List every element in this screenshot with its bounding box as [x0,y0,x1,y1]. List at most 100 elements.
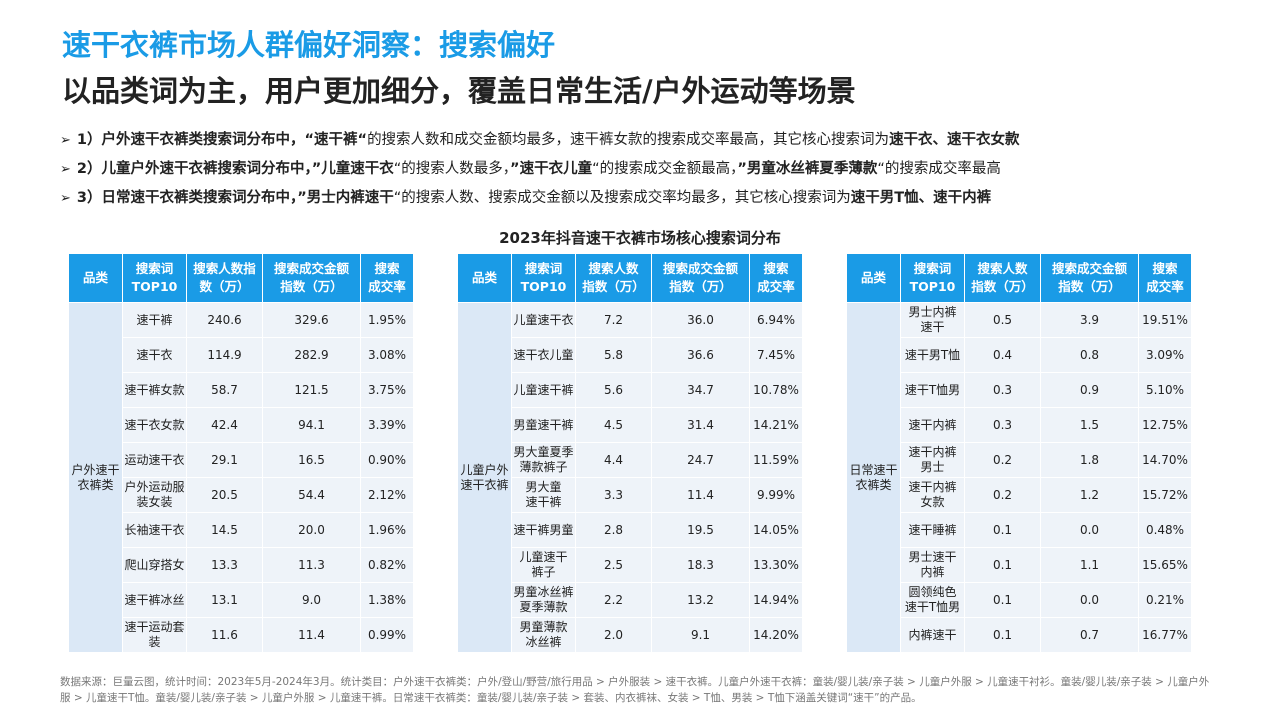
table-row: 速干裤男童 2.8 19.5 14.05% [458,512,803,548]
table-cell: 0.2 [964,442,1041,478]
table-row: 男大童夏季 薄款裤子 4.4 24.7 11.59% [458,442,803,478]
table-cell: 1.95% [360,302,414,338]
table-cell: 1.38% [360,582,414,618]
table-row: 男士速干 内裤 0.1 1.1 15.65% [847,547,1192,583]
table-cell: 4.4 [575,442,652,478]
table-row: 速干运动套 装 11.6 11.4 0.99% [69,617,414,653]
table-cell: 3.08% [360,337,414,373]
bullet-text: “的搜索人数、搜索成交金额以及搜索成交率均最多，其它核心搜索词为 [393,190,851,206]
table-cell: 31.4 [651,407,750,443]
table-cell: 儿童速干裤 [511,372,576,408]
table-cell: 2.5 [575,547,652,583]
header-cell: 品类 [846,253,901,303]
table-row: 男童速干裤 4.5 31.4 14.21% [458,407,803,443]
table-head: 品类 搜索词 TOP10 搜索人数指 数（万） 搜索成交金额 指数（万） 搜索 成交率 [68,253,414,303]
table-body: 户外速干 衣裤类 速干裤 240.6 329.6 1.95% 速干衣 114.9 282.9 3… [68,302,414,653]
table-cell: 2.12% [360,477,414,513]
data-table: 品类 搜索词 TOP10 搜索人数指 数（万） 搜索成交金额 指数（万） 搜索 成交率户… [68,253,414,653]
data-table: 品类 搜索词 TOP10 搜索人数 指数（万） 搜索成交金额 指数（万） 搜索 成交率日… [846,253,1192,653]
table-cell: 男大童 速干裤 [511,477,576,513]
table-cell: 13.3 [186,547,263,583]
table-cell: 0.21% [1138,582,1192,618]
header-cell: 搜索人数指 数（万） [186,253,263,303]
table-cell: 282.9 [262,337,361,373]
table-row: 儿童户外 速干衣裤 儿童速干衣 7.2 36.0 6.94% [457,302,803,653]
header-cell: 搜索成交金额 指数（万） [262,253,361,303]
bullet-text: “的搜索成交金额最高， [592,161,738,177]
table-cell: 男童薄款 冰丝裤 [511,617,576,653]
table-cell: 0.3 [964,407,1041,443]
header-cell: 搜索成交金额 指数（万） [1040,253,1139,303]
table-cell: 0.1 [964,617,1041,653]
table-cell: 速干男T恤 [900,337,965,373]
table-cell: 5.10% [1138,372,1192,408]
category-cell: 日常速干 衣裤类 [846,302,901,653]
table-cell: 3.9 [1040,302,1139,338]
table-row: 户外速干 衣裤类 速干裤 240.6 329.6 1.95% [68,302,414,653]
table-cell: 0.4 [964,337,1041,373]
table-row: 长袖速干衣 14.5 20.0 1.96% [69,512,414,548]
header-cell: 搜索人数 指数（万） [964,253,1041,303]
table-row: 速干衣儿童 5.8 36.6 7.45% [458,337,803,373]
subtitle: 以品类词为主，用户更加细分，覆盖日常生活/户外运动等场景 [62,74,856,108]
table-cell: 4.5 [575,407,652,443]
table-row: 速干裤女款 58.7 121.5 3.75% [69,372,414,408]
table-cell: 114.9 [186,337,263,373]
table-cell: 24.7 [651,442,750,478]
table-cell: 速干裤女款 [122,372,187,408]
table-cell: 16.77% [1138,617,1192,653]
table-cell: 3.3 [575,477,652,513]
table-cell: 7.45% [749,337,803,373]
bullet-text: 速干衣、速干衣女款 [889,132,1020,148]
bullet-text: 1）户外速干衣裤类搜索词分布中，“速干裤“ [76,132,368,148]
table-cell: 15.72% [1138,477,1192,513]
bullet-text: 速干男T恤、速干内裤 [850,190,992,206]
table-cell: 1.96% [360,512,414,548]
table-cell: 19.51% [1138,302,1192,338]
table-cell: 速干运动套 装 [122,617,187,653]
table-cell: 0.1 [964,582,1041,618]
table-cell: 儿童速干 裤子 [511,547,576,583]
category-cell: 儿童户外 速干衣裤 [457,302,512,653]
table-cell: 5.8 [575,337,652,373]
table-cell: 0.48% [1138,512,1192,548]
header-cell: 搜索词 TOP10 [122,253,187,303]
header-cell: 搜索 成交率 [749,253,803,303]
table-cell: 121.5 [262,372,361,408]
table-cell: 0.8 [1040,337,1139,373]
table-row: 速干内裤 女款 0.2 1.2 15.72% [847,477,1192,513]
table-cell: 20.5 [186,477,263,513]
table-cell: 0.5 [964,302,1041,338]
header-cell: 搜索 成交率 [360,253,414,303]
header-row: 品类 搜索词 TOP10 搜索人数 指数（万） 搜索成交金额 指数（万） 搜索 成交率 [457,253,803,303]
table-row: 速干睡裤 0.1 0.0 0.48% [847,512,1192,548]
table-row: 内裤速干 0.1 0.7 16.77% [847,617,1192,653]
table-cell: 11.59% [749,442,803,478]
table-cell: 9.1 [651,617,750,653]
table-cell: 0.9 [1040,372,1139,408]
table-cell: 0.99% [360,617,414,653]
table-body: 日常速干 衣裤类 男士内裤 速干 0.5 3.9 19.51% 速干男T恤 0.4 0.8 3.… [846,302,1192,653]
bullet-text: “的搜索人数最多， [393,161,511,177]
header-cell: 搜索 成交率 [1138,253,1192,303]
table-row: 爬山穿搭女 13.3 11.3 0.82% [69,547,414,583]
table-cell: 2.8 [575,512,652,548]
table-cell: 0.7 [1040,617,1139,653]
table-cell: 0.0 [1040,512,1139,548]
table-cell: 13.2 [651,582,750,618]
table-row: 儿童速干裤 5.6 34.7 10.78% [458,372,803,408]
table-cell: 男童冰丝裤 夏季薄款 [511,582,576,618]
table-cell: 男童速干裤 [511,407,576,443]
table-cell: 42.4 [186,407,263,443]
table-cell: 0.82% [360,547,414,583]
table-cell: 14.21% [749,407,803,443]
table-cell: 9.0 [262,582,361,618]
table-cell: 13.1 [186,582,263,618]
table-row: 男童冰丝裤 夏季薄款 2.2 13.2 14.94% [458,582,803,618]
table-cell: 1.1 [1040,547,1139,583]
table-cell: 户外运动服 装女装 [122,477,187,513]
table-cell: 2.0 [575,617,652,653]
table-cell: 0.3 [964,372,1041,408]
table-cell: 34.7 [651,372,750,408]
table-row: 户外运动服 装女装 20.5 54.4 2.12% [69,477,414,513]
